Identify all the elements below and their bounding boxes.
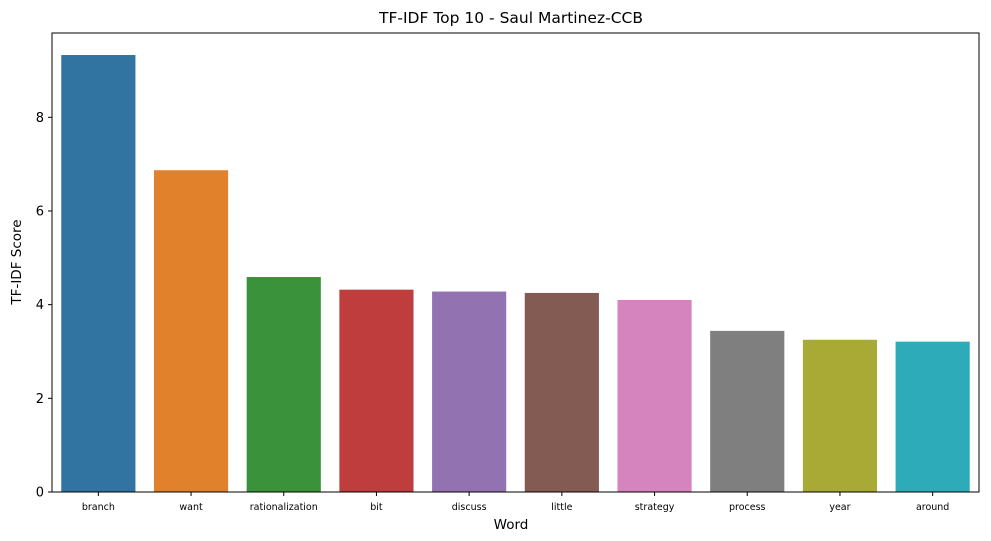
bar-bit	[339, 289, 414, 492]
y-tick-label-4: 4	[36, 298, 44, 313]
x-tick-label-around: around	[916, 502, 949, 513]
x-tick-label-bit: bit	[370, 502, 383, 513]
bar-strategy	[617, 299, 692, 492]
bar-branch	[61, 55, 136, 492]
bars-layer	[61, 55, 970, 492]
x-axis-label: Word	[494, 517, 529, 533]
chart-title: TF-IDF Top 10 - Saul Martinez-CCB	[378, 9, 643, 27]
x-axis: branch want rationalization bit discuss littl…	[82, 492, 949, 513]
x-tick-label-discuss: discuss	[452, 502, 487, 513]
y-tick-label-8: 8	[36, 111, 44, 126]
y-tick-label-0: 0	[36, 486, 44, 501]
y-tick-label-6: 6	[36, 204, 44, 219]
bar-little	[524, 292, 599, 492]
bar-discuss	[432, 291, 507, 492]
x-tick-label-rationalization: rationalization	[250, 502, 318, 513]
x-tick-label-strategy: strategy	[635, 502, 675, 513]
bar-process	[710, 330, 785, 492]
x-tick-label-branch: branch	[82, 502, 115, 513]
y-axis: 0 2 4 6 8	[36, 111, 52, 501]
bar-around	[895, 341, 970, 492]
x-tick-label-little: little	[551, 502, 572, 513]
y-axis-label: TF-IDF Score	[9, 219, 25, 305]
x-tick-label-process: process	[729, 502, 766, 513]
x-tick-label-want: want	[179, 502, 203, 513]
y-tick-label-2: 2	[36, 392, 44, 407]
bar-rationalization	[246, 277, 321, 492]
bar-year	[802, 339, 878, 492]
x-tick-label-year: year	[829, 502, 850, 513]
plot-frame	[51, 32, 980, 493]
bar-want	[153, 170, 229, 492]
